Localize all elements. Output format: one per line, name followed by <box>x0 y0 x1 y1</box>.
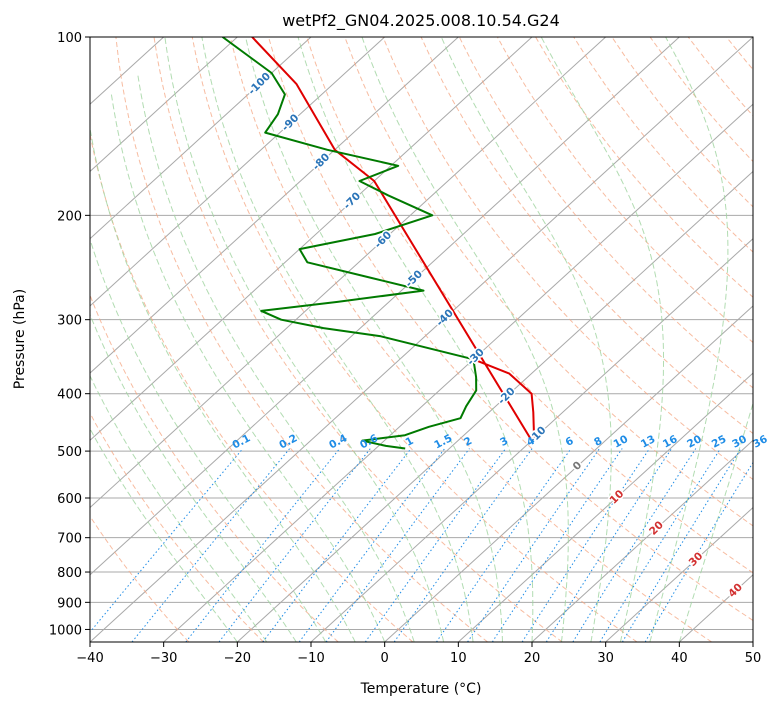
isotherm-line <box>163 103 753 642</box>
y-tick-label: 600 <box>57 492 82 507</box>
y-tick-label: 1000 <box>49 623 82 638</box>
mixing-ratio-line <box>131 448 291 642</box>
x-tick-label: 50 <box>745 651 762 666</box>
dry-adiabat <box>191 37 638 642</box>
moist-adiabat <box>201 37 474 642</box>
isotherm-line <box>531 439 753 642</box>
y-tick-label: 100 <box>57 31 82 46</box>
isotherm-line <box>90 37 533 442</box>
x-axis-label: Temperature (°C) <box>360 681 482 697</box>
dry-adiabat <box>535 37 753 298</box>
isotherm-line <box>90 37 459 374</box>
dry-adiabat <box>344 37 753 527</box>
dry-adiabat <box>382 37 753 481</box>
plot-frame <box>89 36 754 643</box>
isotherm-line <box>236 170 753 642</box>
moist-adiabat <box>678 401 753 642</box>
mixing-ratio-line <box>545 448 673 642</box>
mixing-ratio-line <box>435 448 572 642</box>
temperature-trace <box>251 37 535 442</box>
y-tick-label: 500 <box>57 445 82 460</box>
mixing-ratio-line <box>467 448 600 642</box>
moist-adiabat <box>90 237 327 642</box>
dry-adiabat <box>115 37 488 642</box>
moist-adiabat <box>361 37 569 642</box>
dry-adiabat <box>229 37 712 642</box>
y-tick-label: 400 <box>57 388 82 403</box>
mixing-ratio-line <box>491 448 623 642</box>
isotherm-line <box>90 37 680 576</box>
dry-adiabat <box>420 37 753 435</box>
x-tick-label: 40 <box>671 651 688 666</box>
x-tick-label: 20 <box>524 651 541 666</box>
moist-adiabat <box>137 72 415 642</box>
moist-adiabat <box>90 427 238 642</box>
isotherm-line <box>90 37 753 642</box>
mixing-ratio-line <box>364 448 507 642</box>
chart-title: wetPf2_GN04.2025.008.10.54.G24 <box>282 11 560 31</box>
moist-adiabat <box>540 37 664 642</box>
moist-adiabat <box>440 37 612 642</box>
y-tick-label: 800 <box>57 566 82 581</box>
y-tick-label: 700 <box>57 532 82 547</box>
moist-adiabat <box>245 37 503 642</box>
x-tick-label: −40 <box>76 651 103 666</box>
mixing-ratio-line <box>521 448 650 642</box>
dry-adiabat <box>153 37 563 642</box>
y-tick-label: 900 <box>57 596 82 611</box>
moist-adiabat <box>110 94 386 642</box>
x-tick-label: −20 <box>224 651 251 666</box>
x-tick-label: 0 <box>381 651 389 666</box>
moist-adiabat <box>297 37 534 642</box>
isotherm-line <box>90 37 607 509</box>
isotherm-line <box>605 506 753 642</box>
moist-adiabat <box>649 37 729 642</box>
y-tick-label: 200 <box>57 209 82 224</box>
y-tick-label: 300 <box>57 314 82 329</box>
dry-adiabat <box>90 412 264 642</box>
mixing-ratio-line <box>393 448 533 642</box>
dry-adiabat <box>268 37 753 622</box>
mixing-ratio-line <box>325 448 470 642</box>
moist-adiabat <box>90 313 297 642</box>
mixing-ratio-line <box>621 448 742 642</box>
mixing-ratio-line <box>572 448 697 642</box>
isotherm-line <box>90 37 238 173</box>
x-tick-label: −30 <box>150 651 177 666</box>
dewpoint-trace <box>222 37 478 450</box>
isotherm-line <box>90 37 386 307</box>
y-axis-label: Pressure (hPa) <box>12 289 28 389</box>
x-tick-label: 10 <box>450 651 467 666</box>
x-tick-label: −10 <box>297 651 324 666</box>
mixing-ratio-line <box>185 448 341 642</box>
mixing-ratio-line <box>599 448 721 642</box>
isotherm-line <box>90 37 312 240</box>
isotherm-line <box>457 372 753 642</box>
moist-adiabat <box>164 37 445 642</box>
moist-adiabat <box>90 125 356 642</box>
x-tick-label: 30 <box>597 651 614 666</box>
dry-adiabat <box>90 131 414 642</box>
isotherm-line <box>384 305 753 642</box>
dry-adiabat <box>496 37 753 344</box>
moist-adiabat <box>90 374 268 642</box>
